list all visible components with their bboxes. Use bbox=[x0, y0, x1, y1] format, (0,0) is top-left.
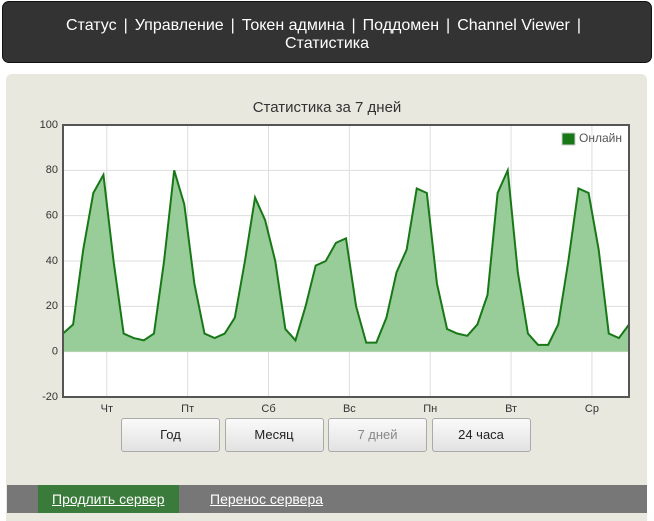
x-tick-label: Пт bbox=[181, 403, 194, 415]
button[interactable]: Год bbox=[121, 418, 220, 452]
button: 7 дней bbox=[328, 418, 427, 452]
chart: Статистика за 7 дней -20 0 20 40 60 80 100 Чт Пт… bbox=[40, 99, 630, 415]
x-tick-label: Пн bbox=[423, 403, 437, 415]
nav-link[interactable]: Статистика bbox=[284, 35, 370, 52]
nav-link[interactable]: Статус bbox=[65, 17, 117, 34]
nav-link[interactable]: Токен админа bbox=[241, 17, 345, 34]
y-tick-label: 40 bbox=[46, 255, 58, 267]
nav-link[interactable]: Управление bbox=[134, 17, 224, 34]
y-tick-label: 80 bbox=[46, 164, 58, 176]
nav-link[interactable]: Поддомен bbox=[362, 17, 440, 34]
x-tick-label: Вт bbox=[505, 403, 517, 415]
y-tick-label: 20 bbox=[46, 300, 58, 312]
chart-title: Статистика за 7 дней bbox=[253, 99, 402, 116]
nav-separator: | bbox=[123, 17, 128, 34]
nav-separator: | bbox=[576, 17, 582, 34]
x-tick-label: Ср bbox=[585, 403, 599, 415]
x-tick-label: Сб bbox=[261, 403, 275, 415]
nav-separator: | bbox=[351, 17, 356, 34]
nav-separator: | bbox=[230, 17, 235, 34]
nav-separator: | bbox=[446, 17, 451, 34]
legend-label: Онлайн bbox=[579, 131, 622, 145]
footer-link[interactable]: Продлить сервер bbox=[38, 485, 179, 513]
area bbox=[63, 170, 629, 352]
button[interactable]: 24 часа bbox=[431, 418, 531, 452]
nav-bar: Статус | Управление | Токен админа | Поддомен |… bbox=[3, 2, 651, 62]
line bbox=[62, 166, 630, 346]
plot-border bbox=[62, 124, 630, 398]
footer-bar: Продлить сервер Перенос сервера bbox=[7, 485, 647, 513]
nav-link[interactable]: Channel Viewer bbox=[457, 17, 570, 34]
y-tick-label: 60 bbox=[46, 210, 58, 222]
y-tick-label: 0 bbox=[52, 346, 58, 358]
legend-swatch bbox=[561, 132, 576, 146]
button[interactable]: Месяц bbox=[224, 418, 324, 452]
y-tick-label: 100 bbox=[40, 119, 58, 131]
x-tick-label: Чт bbox=[101, 403, 113, 415]
y-tick-label: -20 bbox=[42, 391, 58, 403]
x-tick-label: Вс bbox=[343, 403, 356, 415]
footer-link[interactable]: Перенос сервера bbox=[210, 491, 324, 507]
